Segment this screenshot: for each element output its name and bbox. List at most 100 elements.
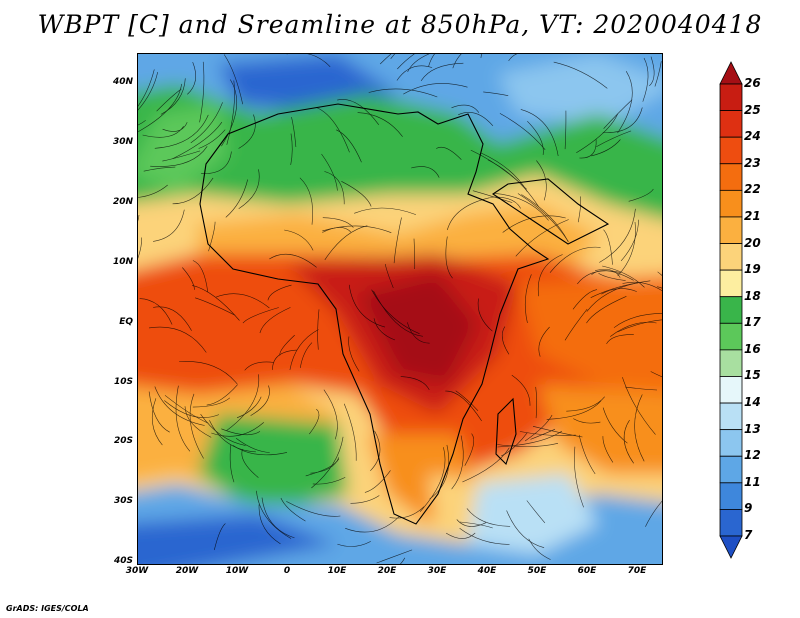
lat-tick-eq: EQ bbox=[119, 317, 133, 327]
streamlines bbox=[138, 54, 662, 564]
streamline bbox=[613, 313, 662, 328]
streamline bbox=[221, 79, 237, 147]
streamline bbox=[206, 384, 238, 406]
streamline bbox=[258, 504, 281, 545]
streamline bbox=[436, 146, 462, 160]
streamline bbox=[286, 501, 341, 517]
streamline bbox=[162, 150, 201, 162]
streamline bbox=[403, 83, 468, 95]
lat-tick-20n: 20N bbox=[112, 197, 133, 207]
colorbar-label: 9 bbox=[744, 501, 753, 516]
streamline bbox=[225, 179, 248, 218]
streamline bbox=[445, 532, 476, 539]
streamline bbox=[259, 307, 291, 334]
streamline bbox=[579, 139, 597, 159]
streamline bbox=[553, 61, 608, 89]
streamline bbox=[595, 268, 621, 278]
streamline bbox=[481, 152, 528, 193]
streamline bbox=[261, 497, 295, 539]
streamline bbox=[645, 500, 662, 527]
streamline bbox=[649, 56, 655, 87]
streamline bbox=[603, 99, 633, 129]
streamline bbox=[337, 541, 371, 547]
streamline bbox=[182, 267, 195, 290]
streamline bbox=[396, 65, 433, 81]
streamline bbox=[373, 290, 423, 337]
streamline bbox=[305, 458, 340, 477]
streamline bbox=[321, 153, 338, 191]
streamline bbox=[368, 88, 438, 98]
lon-tick-20w: 20W bbox=[175, 566, 199, 576]
streamline bbox=[530, 428, 556, 440]
streamline bbox=[526, 500, 546, 524]
lon-tick-0: 0 bbox=[283, 566, 291, 576]
streamline bbox=[393, 217, 402, 264]
map-panel bbox=[137, 53, 663, 565]
colorbar-label: 15 bbox=[744, 368, 761, 383]
lat-tick-10n: 10N bbox=[112, 257, 133, 267]
streamline bbox=[138, 69, 155, 107]
colorbar-label: 12 bbox=[744, 448, 761, 463]
streamline bbox=[591, 139, 621, 157]
streamline bbox=[211, 422, 264, 437]
streamline bbox=[617, 319, 662, 333]
streamline bbox=[384, 263, 394, 289]
colorbar-label: 23 bbox=[744, 155, 761, 170]
streamline bbox=[370, 430, 381, 472]
colorbar-label: 17 bbox=[744, 315, 761, 330]
streamline bbox=[138, 214, 140, 222]
streamline bbox=[429, 444, 450, 500]
streamline bbox=[317, 309, 320, 350]
streamline bbox=[573, 418, 601, 424]
colorbar-label: 24 bbox=[744, 129, 761, 144]
streamline bbox=[138, 237, 143, 259]
streamline bbox=[480, 54, 483, 58]
streamline bbox=[238, 169, 260, 209]
streamline bbox=[286, 54, 331, 68]
streamline bbox=[379, 54, 392, 65]
streamline bbox=[189, 393, 204, 459]
colorbar-box bbox=[719, 322, 743, 351]
streamline bbox=[175, 385, 191, 452]
streamline bbox=[602, 265, 645, 288]
streamline bbox=[267, 284, 292, 301]
lon-tick-60e: 60E bbox=[577, 566, 597, 576]
streamline bbox=[148, 391, 170, 433]
streamline bbox=[373, 318, 396, 341]
streamline bbox=[164, 395, 209, 424]
streamline bbox=[487, 159, 539, 207]
lon-tick-70e: 70E bbox=[627, 566, 647, 576]
streamline bbox=[208, 221, 216, 252]
colorbar-label: 13 bbox=[744, 421, 761, 436]
streamline bbox=[241, 448, 259, 478]
colorbar-box bbox=[719, 376, 743, 404]
streamline bbox=[162, 122, 188, 132]
streamline bbox=[151, 398, 163, 446]
streamline bbox=[364, 470, 391, 493]
streamline bbox=[300, 342, 313, 368]
lon-tick-40e: 40E bbox=[477, 566, 497, 576]
streamline bbox=[214, 523, 226, 551]
streamline bbox=[493, 193, 549, 221]
streamline bbox=[497, 443, 559, 447]
streamline bbox=[603, 229, 613, 265]
colorbar-box bbox=[719, 455, 743, 484]
map-title: WBPT [C] and Sreamline at 850hPa, VT: 20… bbox=[37, 10, 763, 39]
streamline bbox=[192, 260, 209, 293]
streamline bbox=[322, 225, 392, 233]
streamline bbox=[221, 428, 261, 436]
colorbar-label: 22 bbox=[744, 182, 761, 197]
streamline bbox=[520, 109, 559, 157]
streamline bbox=[483, 91, 509, 96]
streamline bbox=[508, 54, 518, 62]
streamline bbox=[198, 129, 226, 149]
streamline bbox=[586, 296, 627, 324]
streamline bbox=[256, 490, 292, 539]
colorbar-box bbox=[719, 163, 743, 191]
streamline bbox=[236, 396, 262, 419]
streamline bbox=[376, 549, 413, 564]
streamline bbox=[458, 112, 494, 126]
streamline bbox=[445, 390, 482, 422]
streamline bbox=[598, 273, 626, 281]
colorbar-label: 18 bbox=[744, 288, 761, 303]
